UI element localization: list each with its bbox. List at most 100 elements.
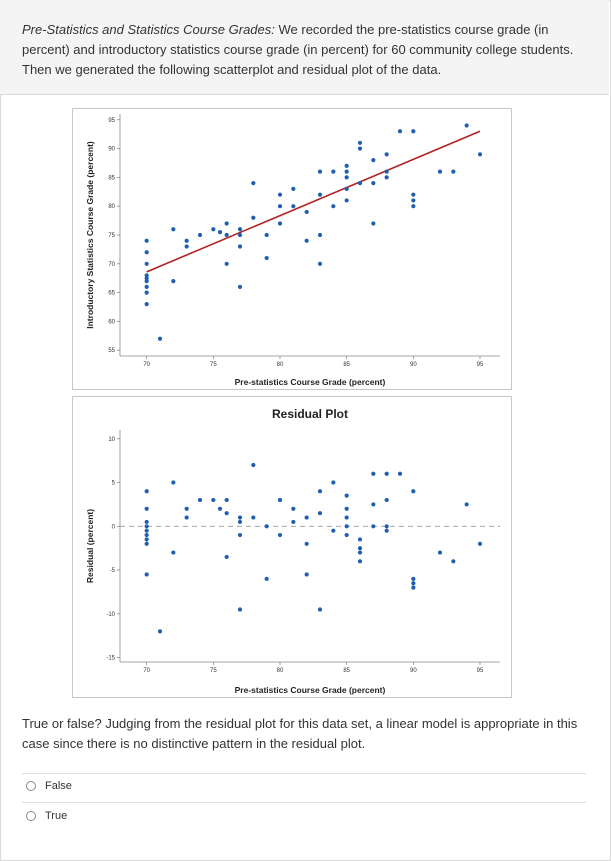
data-point (251, 215, 256, 220)
data-point (184, 515, 189, 520)
y-tick-label: 75 (108, 233, 115, 239)
data-point (144, 528, 149, 533)
data-point (357, 559, 363, 564)
data-point (451, 169, 456, 174)
y-axis-label: Residual (percent) (85, 509, 95, 583)
data-point (344, 524, 349, 529)
data-point (291, 204, 296, 209)
data-point (171, 480, 176, 485)
data-point (237, 532, 243, 538)
data-point (171, 278, 176, 284)
data-point (144, 302, 149, 307)
x-tick-label: 95 (477, 362, 484, 368)
x-tick-label: 80 (277, 362, 284, 368)
data-point (144, 273, 149, 278)
data-point (291, 519, 296, 525)
data-point (237, 519, 243, 525)
radio-button-false[interactable] (26, 781, 36, 791)
data-point (304, 541, 309, 546)
y-tick-label: 65 (108, 291, 115, 297)
data-point (237, 515, 243, 520)
x-tick-label: 85 (343, 668, 350, 674)
x-tick-label: 95 (477, 668, 484, 674)
data-point (237, 232, 243, 238)
data-point (224, 497, 229, 503)
data-point (331, 480, 336, 485)
chart-title: Residual Plot (272, 407, 348, 421)
data-point (411, 129, 416, 134)
data-point (477, 152, 483, 157)
data-point (217, 506, 223, 511)
data-point (144, 506, 149, 511)
option-false[interactable]: False (26, 780, 72, 792)
data-point (144, 276, 149, 281)
chart-frame (72, 108, 512, 390)
intro-title: Pre-Statistics and Statistics Course Gra… (22, 22, 275, 37)
residual-plot-chart: Residual Plot 70 75 80 85 90 95 10 5 0 -5 -10 -15 Pre… (72, 396, 512, 698)
data-point (277, 532, 283, 538)
data-point (237, 607, 243, 612)
data-point (291, 506, 296, 511)
data-point (304, 238, 309, 243)
data-point (171, 550, 176, 555)
question-text: True or false? Judging from the residual… (22, 716, 578, 751)
data-point (251, 181, 256, 186)
data-point (384, 175, 389, 180)
option-true[interactable]: True (26, 810, 67, 822)
intro-paragraph: Pre-Statistics and Statistics Course Gra… (22, 20, 588, 80)
x-tick-label: 75 (210, 668, 217, 674)
data-point (411, 489, 416, 494)
y-tick-label: 55 (108, 348, 115, 354)
radio-button-true[interactable] (26, 811, 36, 821)
x-tick-label: 80 (277, 668, 284, 674)
data-point (411, 585, 416, 590)
data-point (384, 497, 389, 503)
data-point (384, 524, 389, 529)
y-tick-label: 60 (108, 319, 115, 325)
data-point (197, 497, 203, 503)
data-point (144, 524, 149, 529)
x-tick-label: 85 (343, 362, 350, 368)
data-point (331, 169, 336, 174)
data-point (237, 284, 243, 289)
data-point (464, 123, 469, 128)
data-point (277, 497, 283, 503)
data-point (317, 607, 323, 612)
data-point (251, 462, 256, 468)
data-point (371, 471, 376, 476)
data-point (411, 576, 416, 581)
data-point (344, 493, 349, 498)
data-point (371, 221, 376, 226)
data-point (237, 227, 243, 232)
data-point (371, 524, 376, 529)
x-tick-label: 75 (210, 362, 217, 368)
data-point (304, 209, 309, 215)
data-point (344, 175, 349, 180)
data-point (357, 546, 363, 551)
data-point (277, 221, 283, 226)
data-point (277, 192, 283, 197)
intro-panel: Pre-Statistics and Statistics Course Gra… (0, 0, 609, 95)
data-point (264, 576, 269, 581)
data-point (264, 524, 269, 529)
data-point (224, 261, 229, 266)
data-point (197, 232, 203, 238)
data-point (384, 471, 389, 476)
data-point (411, 198, 416, 203)
data-point (224, 554, 229, 560)
data-point (344, 198, 349, 203)
y-tick-label: 80 (108, 204, 115, 210)
data-point (384, 169, 389, 174)
y-tick-label: 90 (108, 147, 115, 153)
data-point (317, 261, 323, 266)
data-point (171, 227, 176, 232)
data-point (411, 204, 416, 209)
data-point (224, 511, 229, 516)
data-point (251, 515, 256, 520)
chart-frame (72, 396, 512, 698)
data-point (211, 497, 216, 503)
data-point (224, 232, 229, 238)
data-point (157, 629, 163, 634)
data-point (477, 541, 483, 546)
data-point (317, 232, 323, 238)
